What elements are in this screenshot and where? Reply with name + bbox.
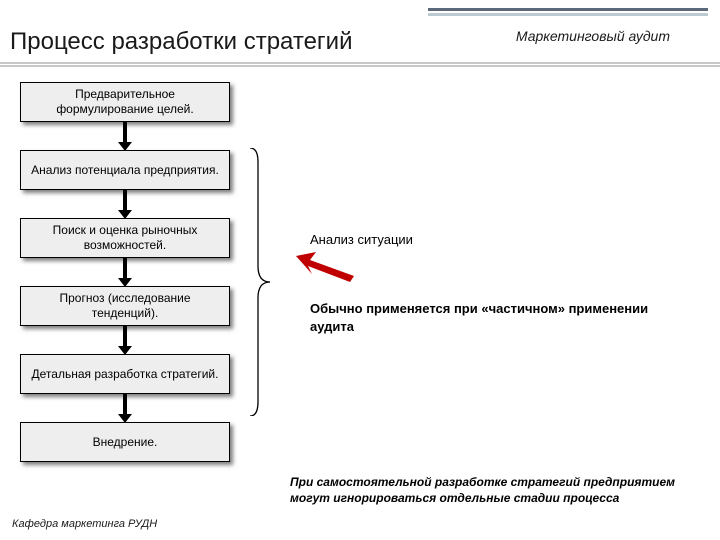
red-arrow-icon xyxy=(296,252,354,282)
audit-note-text: Обычно применяется при «частичном» приме… xyxy=(310,301,648,334)
flow-box-4: Прогноз (исследование тенденций). xyxy=(20,286,230,326)
decor-top-bar xyxy=(428,8,708,16)
subtitle: Маркетинговый аудит xyxy=(516,28,670,44)
analysis-label: Анализ ситуации xyxy=(310,232,413,247)
footnote: При самостоятельной разработке стратегий… xyxy=(290,474,700,506)
flow-box-6: Внедрение. xyxy=(20,422,230,462)
flow-box-5: Детальная разработка стратегий. xyxy=(20,354,230,394)
flow-box-label: Поиск и оценка рыночных возможностей. xyxy=(27,223,223,253)
flow-box-2: Анализ потенциала предприятия. xyxy=(20,150,230,190)
arrow-down-icon xyxy=(123,326,127,348)
arrow-down-icon xyxy=(123,122,127,144)
flow-box-label: Детальная разработка стратегий. xyxy=(32,367,219,382)
arrow-down-icon xyxy=(123,394,127,416)
audit-note: Обычно применяется при «частичном» приме… xyxy=(310,300,690,336)
flow-box-label: Прогноз (исследование тенденций). xyxy=(27,291,223,321)
title-underline xyxy=(0,62,720,68)
flow-box-label: Внедрение. xyxy=(93,435,158,450)
flow-box-label: Предварительное формулирование целей. xyxy=(27,87,223,117)
flow-box-3: Поиск и оценка рыночных возможностей. xyxy=(20,218,230,258)
arrow-down-icon xyxy=(123,190,127,212)
flow-box-label: Анализ потенциала предприятия. xyxy=(31,163,219,178)
arrow-down-icon xyxy=(123,258,127,280)
brace-icon xyxy=(246,148,270,416)
footer-text: Кафедра маркетинга РУДН xyxy=(12,518,157,530)
flow-box-1: Предварительное формулирование целей. xyxy=(20,82,230,122)
page-title: Процесс разработки стратегий xyxy=(10,28,353,56)
